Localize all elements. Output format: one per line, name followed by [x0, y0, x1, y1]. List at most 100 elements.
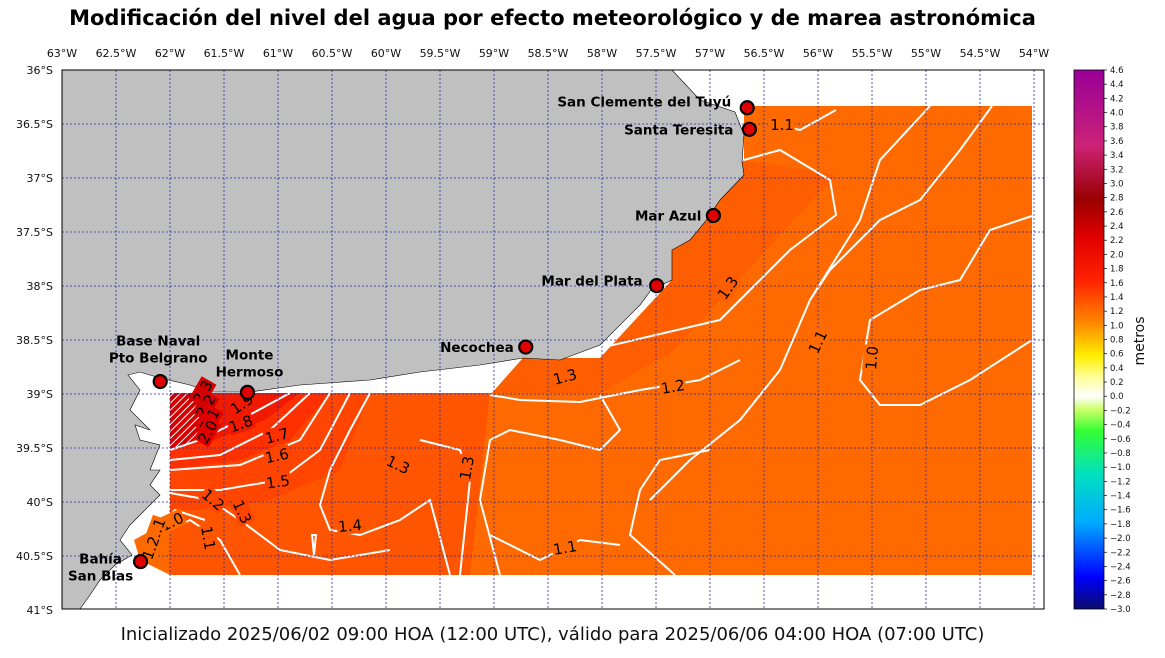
colorbar-tick-label: −0.2	[1110, 406, 1131, 416]
latitude-label: 38°S	[27, 280, 53, 293]
colorbar-tick-label: −2.6	[1110, 577, 1131, 587]
colorbar-tick-label: −0.4	[1110, 421, 1131, 431]
contour-label: 1.2	[660, 376, 687, 398]
colorbar-tick-label: −2.0	[1110, 534, 1131, 544]
contour-label: 1.4	[337, 516, 362, 536]
colorbar-tick-label: 2.4	[1110, 222, 1124, 232]
longitude-label: 57°W	[695, 47, 725, 60]
colorbar-tick-label: 0.4	[1110, 364, 1124, 374]
longitude-label: 59°W	[479, 47, 509, 60]
station-label-base-naval: Pto Belgrano	[109, 351, 208, 367]
latitude-label: 39.5°S	[16, 442, 53, 455]
longitude-label: 58°W	[587, 47, 617, 60]
colorbar-tick-label: 4.6	[1110, 66, 1124, 76]
longitude-label: 60.5°W	[312, 47, 353, 60]
longitude-label: 54°W	[1019, 47, 1049, 60]
map-frame	[61, 69, 1045, 610]
longitude-label: 59.5°W	[420, 47, 461, 60]
colorbar-tick-label: 4.0	[1110, 109, 1124, 119]
contour-label: 1.3	[551, 365, 579, 389]
colorbar-tick-label: 3.6	[1110, 137, 1124, 147]
colorbar-tick-label: −1.2	[1110, 477, 1131, 487]
colorbar-tick-label: −1.0	[1110, 463, 1131, 473]
longitude-label: 55°W	[911, 47, 941, 60]
colorbar-tick-label: 3.0	[1110, 179, 1124, 189]
station-marker-san-clemente[interactable]	[739, 100, 755, 116]
longitude-label: 61°W	[263, 47, 293, 60]
colorbar-tick-label: −0.8	[1110, 449, 1131, 459]
colorbar-tick-label: −2.4	[1110, 562, 1131, 572]
contour-label: 1.1	[197, 525, 219, 552]
colorbar-tick-label: −3.0	[1110, 605, 1131, 615]
latitude-label: 36°S	[27, 64, 53, 77]
colorbar-tick-label: 0.2	[1110, 378, 1124, 388]
station-label-santa-teresita: Santa Teresita	[624, 122, 733, 138]
station-marker-santa-teresita[interactable]	[741, 121, 758, 137]
longitude-label: 61.5°W	[204, 47, 245, 60]
colorbar-tick-label: −1.4	[1110, 492, 1131, 502]
station-label-monte-hermoso: Monte	[226, 347, 274, 363]
colorbar-tick-label: 1.0	[1110, 321, 1124, 331]
station-label-mar-del-plata: Mar del Plata	[541, 274, 642, 290]
station-marker-monte-hermoso[interactable]	[239, 384, 256, 400]
latitude-label: 37°S	[27, 172, 53, 185]
colorbar-tick-label: 0.6	[1110, 350, 1124, 360]
longitude-label: 55.5°W	[852, 47, 893, 60]
colorbar-tick-label: 1.8	[1110, 265, 1124, 275]
colorbar-tick-label: −2.2	[1110, 548, 1131, 558]
colorbar-tick-label: 1.2	[1110, 307, 1124, 317]
colorbar-tick-label: −1.8	[1110, 520, 1131, 530]
station-marker-mar-azul[interactable]	[705, 207, 721, 224]
latitude-label: 36.5°S	[16, 118, 53, 131]
map-title: Modificación del nivel del agua por efec…	[69, 6, 1036, 30]
colorbar-tick-label: 2.0	[1110, 250, 1124, 260]
colorbar-tick-label: 0.8	[1110, 336, 1124, 346]
contour-lines	[139, 105, 1033, 576]
graticule	[62, 70, 1044, 609]
colorbar-tick-label: 1.4	[1110, 293, 1124, 303]
longitude-labels: 63°W 62.5°W 62°W 61.5°W 61°W 60.5°W 60°W 59.5°W…	[47, 47, 1049, 60]
colorbar-tick-label: 3.8	[1110, 123, 1124, 133]
contour-label: 1.3	[456, 455, 478, 482]
colorbar-tick-label: 0.0	[1110, 392, 1124, 402]
longitude-label: 62.5°W	[96, 47, 137, 60]
station-label-san-clemente: San Clemente del Tuyú	[557, 95, 731, 111]
station-marker-mar-del-plata[interactable]	[649, 278, 665, 294]
latitude-label: 39°S	[27, 388, 53, 401]
contour-label: 1.7	[263, 424, 291, 448]
station-label-base-naval: Base Naval	[116, 334, 200, 350]
station-markers: San Clemente del Tuyú Santa Teresita Mar A…	[68, 95, 758, 585]
colorbar-tick-label: −0.6	[1110, 435, 1131, 445]
latitude-label: 40.5°S	[16, 550, 53, 563]
colorbar-tick-label: −2.8	[1110, 591, 1131, 601]
latitude-label: 40°S	[27, 496, 53, 509]
validity-footer: Inicializado 2025/06/02 09:00 HOA (12:00…	[120, 624, 985, 645]
longitude-label: 58.5°W	[528, 47, 569, 60]
longitude-label: 56.5°W	[744, 47, 785, 60]
colorbar-gradient	[1073, 69, 1105, 610]
colorbar: 4.6 4.4 4.2 4.0 3.8 3.6 3.4 3.2 3.0 2.8 2.6 2.4 2.2 2…	[1073, 66, 1131, 615]
station-marker-bahia-san-blas[interactable]	[132, 553, 149, 570]
contour-label: 1.5	[265, 471, 291, 492]
contour-label: 1.1	[552, 537, 579, 559]
longitude-label: 63°W	[47, 47, 77, 60]
station-label-bahia-san-blas: Bahía	[79, 552, 122, 568]
station-marker-base-naval[interactable]	[152, 373, 168, 390]
longitude-label: 62°W	[155, 47, 185, 60]
colorbar-tick-label: 3.4	[1110, 151, 1124, 161]
colorbar-label: metros	[1132, 316, 1148, 366]
longitude-label: 56°W	[803, 47, 833, 60]
colorbar-tick-label: 2.8	[1110, 194, 1124, 204]
station-marker-necochea[interactable]	[518, 339, 534, 355]
station-label-necochea: Necochea	[440, 340, 514, 356]
latitude-label: 41°S	[27, 604, 53, 617]
longitude-label: 60°W	[371, 47, 401, 60]
longitude-label: 57.5°W	[636, 47, 677, 60]
colorbar-tick-label: 4.2	[1110, 94, 1124, 104]
contour-label: 1.6	[263, 445, 290, 468]
colorbar-tick-label: 1.6	[1110, 279, 1124, 289]
contour-label: 1.1	[770, 116, 794, 134]
colorbar-ticks: 4.6 4.4 4.2 4.0 3.8 3.6 3.4 3.2 3.0 2.8 2.6 2.4 2.2 2…	[1104, 66, 1131, 615]
contour-label: 1.0	[862, 345, 882, 370]
colorbar-tick-label: 2.6	[1110, 208, 1124, 218]
